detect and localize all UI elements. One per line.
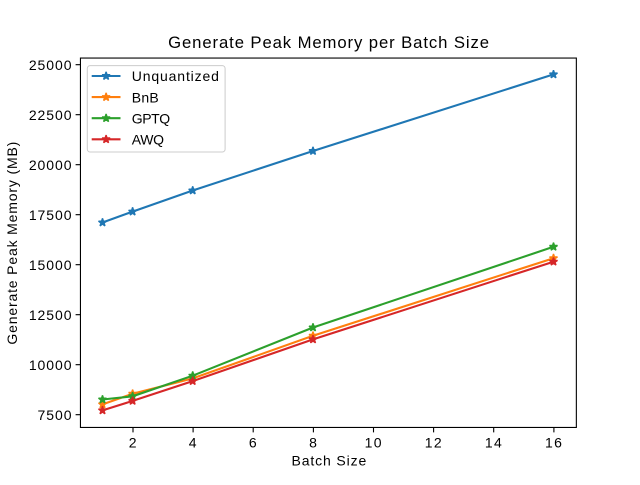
- svg-text:15000: 15000: [29, 257, 73, 273]
- svg-text:12500: 12500: [29, 307, 73, 323]
- svg-text:22500: 22500: [29, 107, 73, 123]
- svg-text:10000: 10000: [29, 357, 73, 373]
- svg-text:14: 14: [485, 435, 503, 451]
- svg-text:7500: 7500: [38, 407, 73, 423]
- svg-text:12: 12: [425, 435, 443, 451]
- svg-text:20000: 20000: [29, 157, 73, 173]
- svg-text:Generate Peak Memory (MB): Generate Peak Memory (MB): [4, 141, 20, 345]
- svg-text:Unquantized: Unquantized: [132, 68, 220, 84]
- svg-text:10: 10: [365, 435, 383, 451]
- svg-text:BnB: BnB: [132, 89, 159, 105]
- svg-text:16: 16: [545, 435, 563, 451]
- svg-text:6: 6: [249, 435, 257, 451]
- svg-text:25000: 25000: [29, 57, 73, 73]
- svg-text:Generate Peak Memory per Batch: Generate Peak Memory per Batch Size: [168, 33, 490, 52]
- svg-text:GPTQ: GPTQ: [132, 110, 170, 126]
- svg-text:AWQ: AWQ: [132, 132, 164, 148]
- svg-text:17500: 17500: [29, 207, 73, 223]
- svg-text:2: 2: [129, 435, 137, 451]
- svg-text:8: 8: [309, 435, 317, 451]
- svg-text:4: 4: [189, 435, 197, 451]
- svg-text:Batch Size: Batch Size: [291, 453, 367, 469]
